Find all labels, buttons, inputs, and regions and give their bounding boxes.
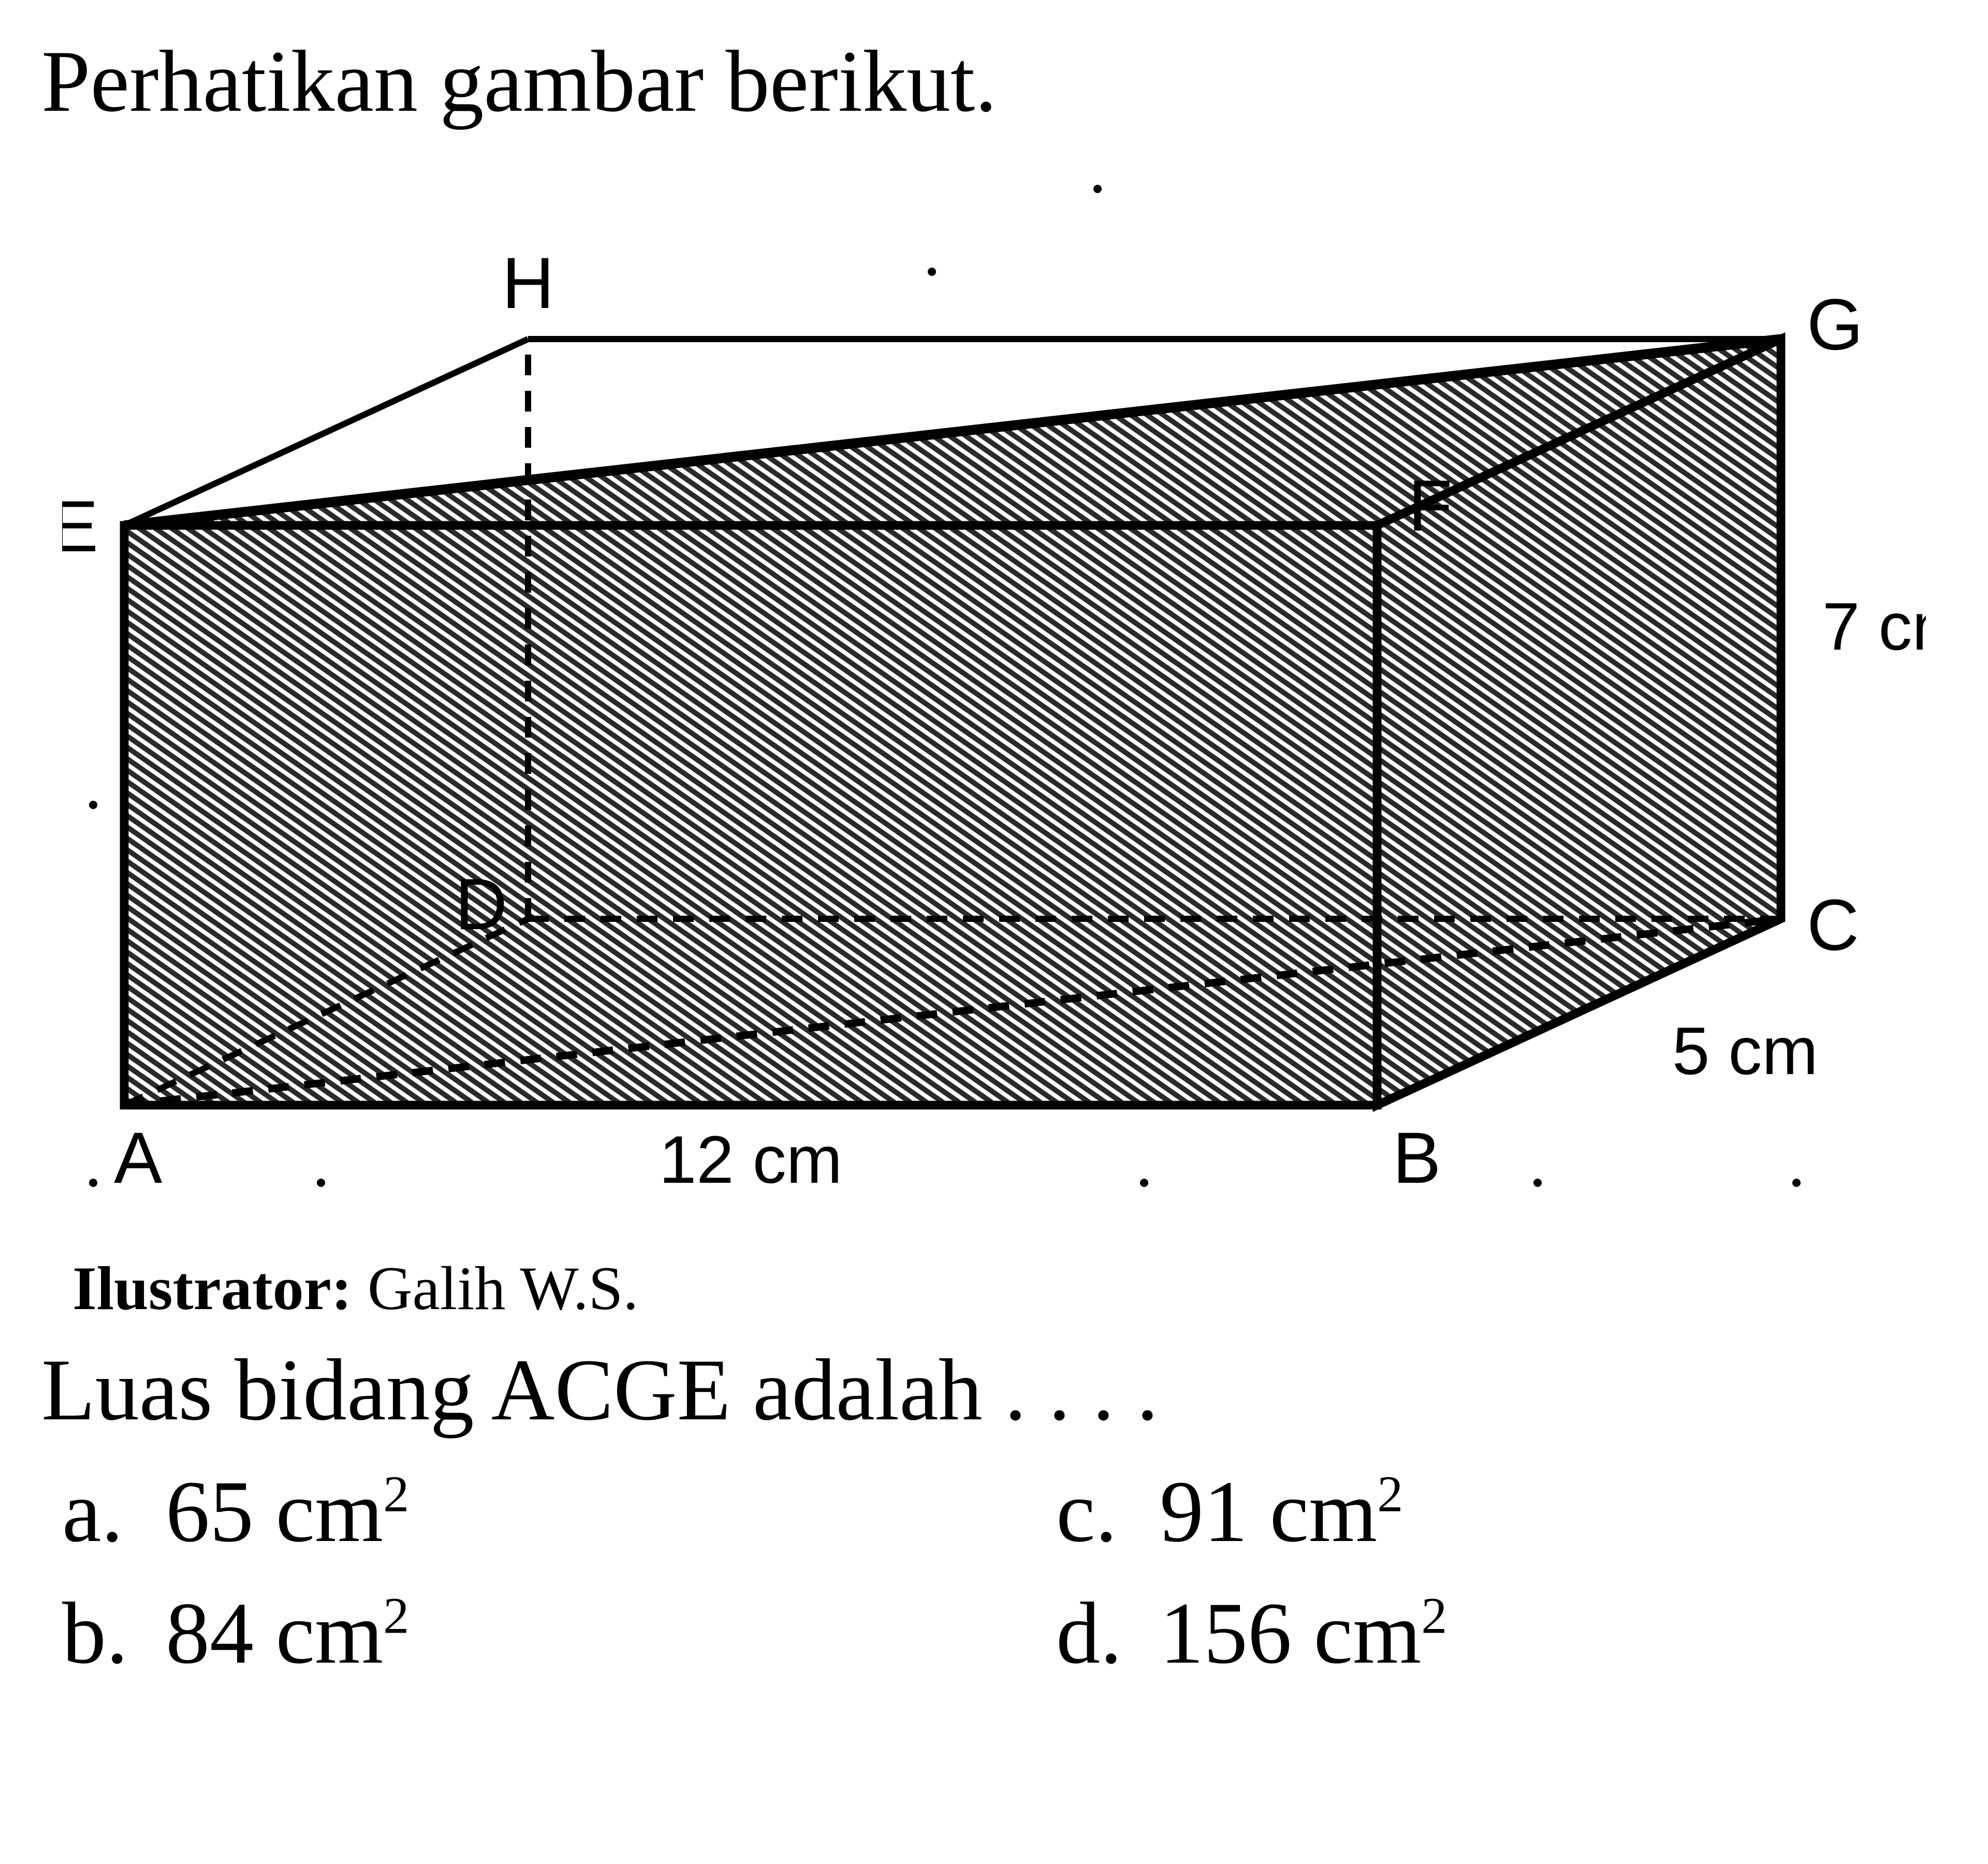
cuboid-figure: A B C D E F G H 12 cm 5 cm 7 cm — [62, 153, 1926, 1240]
svg-text:D: D — [455, 863, 507, 945]
svg-text:7 cm: 7 cm — [1822, 589, 1926, 664]
problem-title: Perhatikan gambar berikut. — [41, 31, 1947, 132]
option-d-value: 156 cm2 — [1160, 1583, 1447, 1684]
svg-text:F: F — [1408, 465, 1453, 546]
svg-text:B: B — [1393, 1117, 1441, 1198]
svg-text:G: G — [1807, 284, 1863, 365]
illustrator-label: Ilustrator: — [72, 1254, 352, 1323]
option-b: b. 84 cm2 — [62, 1583, 953, 1684]
option-b-value: 84 cm2 — [166, 1583, 409, 1684]
option-a-value: 65 cm2 — [166, 1461, 409, 1562]
svg-text:12 cm: 12 cm — [659, 1122, 842, 1197]
option-d: d. 156 cm2 — [1056, 1583, 1947, 1684]
figure-container: A B C D E F G H 12 cm 5 cm 7 cm — [62, 153, 1926, 1242]
option-c: c. 91 cm2 — [1056, 1461, 1947, 1562]
option-a: a. 65 cm2 — [62, 1461, 953, 1562]
svg-text:A: A — [114, 1117, 163, 1198]
option-a-letter: a. — [62, 1461, 166, 1562]
svg-text:E: E — [62, 486, 98, 567]
svg-text:H: H — [502, 242, 554, 324]
svg-text:C: C — [1807, 884, 1859, 965]
illustrator-name: Galih W.S. — [368, 1254, 638, 1323]
option-c-value: 91 cm2 — [1160, 1461, 1403, 1562]
question-text: Luas bidang ACGE adalah . . . . — [41, 1340, 1947, 1441]
option-c-letter: c. — [1056, 1461, 1160, 1562]
options-grid: a. 65 cm2 c. 91 cm2 b. 84 cm2 d. 156 cm2 — [41, 1461, 1947, 1684]
illustrator-credit: Ilustrator: Galih W.S. — [72, 1253, 1947, 1324]
option-b-letter: b. — [62, 1583, 166, 1684]
option-d-letter: d. — [1056, 1583, 1160, 1684]
svg-text:5 cm: 5 cm — [1672, 1013, 1818, 1089]
